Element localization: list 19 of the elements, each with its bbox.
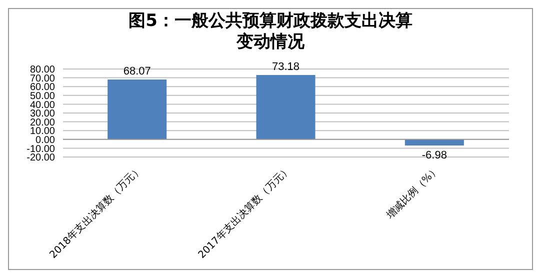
x-tick-label: 增减比例（%）	[383, 164, 442, 222]
chart-title: 图5：一般公共预算财政拨款支出决算变动情况	[128, 11, 414, 53]
y-tick-label: 40.00	[30, 100, 56, 111]
y-tick-label: 60.00	[30, 82, 56, 94]
bar	[108, 80, 167, 140]
y-tick-label: 70.00	[30, 73, 56, 84]
y-tick-label: -10.00	[26, 144, 56, 155]
y-tick-label: 50.00	[30, 90, 56, 102]
y-tick-label: 80.00	[30, 64, 56, 76]
data-label: -6.98	[422, 149, 447, 162]
data-label: 73.18	[272, 61, 300, 73]
bar	[404, 139, 464, 146]
bar	[256, 75, 316, 140]
y-tick-label: 20.00	[30, 117, 56, 128]
data-label: 68.07	[123, 66, 151, 78]
y-tick-label: 30.00	[30, 108, 56, 120]
y-tick-label: 10.00	[30, 126, 56, 138]
y-tick-label: 0.00	[36, 134, 56, 146]
y-tick-label: -20.00	[26, 152, 56, 164]
